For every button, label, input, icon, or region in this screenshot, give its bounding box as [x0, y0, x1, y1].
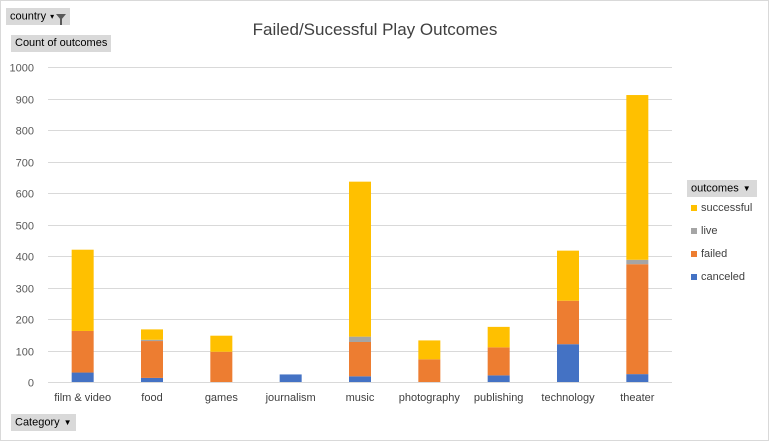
x-tick-label: food [141, 392, 162, 404]
y-tick-label: 100 [16, 347, 34, 359]
y-tick-label: 900 [16, 95, 34, 107]
legend-item-successful: successful [691, 202, 752, 214]
x-tick-label: technology [541, 392, 595, 404]
bar-segment-successful [626, 95, 649, 260]
x-tick-label: film & video [54, 392, 111, 404]
y-tick-label: 500 [16, 221, 34, 233]
legend-swatch [691, 251, 697, 258]
bar-segment-live [626, 259, 649, 265]
legend-swatch [691, 205, 697, 212]
legend-item-live: live [691, 225, 718, 237]
y-tick-label: 300 [16, 284, 34, 296]
funnel-filter-icon [56, 13, 67, 25]
bar-segment-failed [557, 300, 579, 345]
chart-title: Failed/Sucessful Play Outcomes [252, 20, 498, 39]
bar-segment-failed [626, 264, 649, 375]
y-tick-label: 600 [16, 189, 34, 201]
bar-segment-canceled [71, 372, 94, 382]
values-field-button[interactable]: Count of outcomes [11, 35, 112, 52]
bar-segment-canceled [279, 374, 302, 382]
category-field-button[interactable]: Category ▼ [11, 414, 76, 431]
legend-label: canceled [701, 271, 746, 283]
legend-label: live [701, 225, 718, 237]
bar-segment-canceled [557, 344, 579, 382]
bar-segment-failed [141, 341, 163, 378]
bar-segment-live [141, 339, 163, 342]
category-field-label: Category [15, 416, 60, 429]
x-tick-label: music [346, 392, 375, 404]
y-tick-label: 800 [16, 126, 34, 138]
x-tick-label: games [205, 392, 239, 404]
bar-segment-successful [487, 326, 510, 348]
bar-segment-successful [210, 335, 233, 352]
bar-segment-successful [557, 250, 579, 301]
bar-segment-successful [71, 249, 94, 331]
legend: outcomes ▼ successful live failed canceled [687, 180, 757, 283]
values-field-label: Count of outcomes [15, 37, 108, 49]
bar-segment-successful [349, 181, 371, 337]
y-tick-label: 1000 [10, 63, 34, 75]
bar-segment-failed [210, 351, 233, 382]
bar-segment-failed [487, 347, 510, 376]
x-tick-label: theater [620, 392, 655, 404]
legend-item-canceled: canceled [691, 271, 745, 283]
country-filter-button[interactable]: country ▾ [6, 8, 71, 25]
bar-segment-canceled [487, 375, 510, 382]
y-tick-label: 0 [28, 378, 34, 390]
dropdown-arrow-icon: ▼ [742, 184, 751, 193]
outcomes-field-label: outcomes [691, 182, 739, 195]
legend-item-failed: failed [691, 248, 727, 260]
legend-swatch [691, 228, 697, 235]
y-tick-label: 700 [16, 158, 34, 170]
bar-segment-failed [71, 330, 94, 373]
bar-segment-canceled [626, 374, 649, 382]
legend-label: failed [701, 248, 728, 260]
dropdown-arrow-icon: ▼ [63, 418, 72, 427]
country-filter-label: country [10, 10, 47, 23]
bar-segment-successful [418, 340, 441, 360]
bar-segment-live [349, 336, 371, 342]
x-tick-label: publishing [474, 392, 524, 404]
x-tick-label: photography [399, 392, 461, 404]
dropdown-arrow-icon: ▾ [50, 12, 55, 21]
bar-segment-canceled [141, 377, 163, 382]
legend-label: successful [701, 202, 753, 214]
bar-segment-failed [418, 359, 441, 382]
outcomes-field-button[interactable]: outcomes ▼ [687, 180, 757, 197]
bar-segment-successful [141, 329, 163, 340]
y-tick-label: 400 [16, 252, 34, 264]
legend-swatch [691, 274, 697, 281]
bar-segment-canceled [349, 376, 371, 382]
x-tick-label: journalism [265, 392, 316, 404]
bar-segment-failed [349, 341, 371, 377]
y-tick-label: 200 [16, 315, 34, 327]
